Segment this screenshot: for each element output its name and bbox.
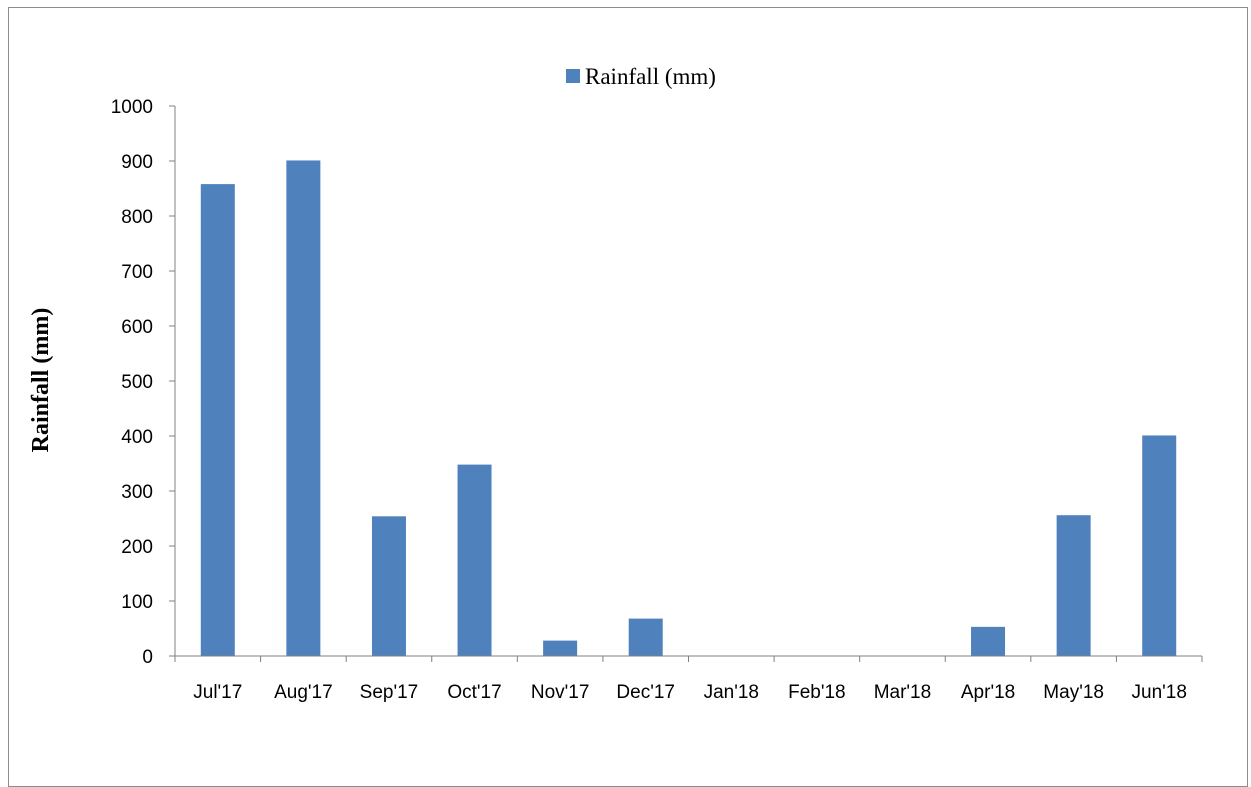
bar-aug-17 [286,160,321,656]
x-tick-label: Mar'18 [874,682,931,703]
y-tick-label: 600 [121,317,153,338]
legend-label: Rainfall (mm) [585,64,716,89]
bar-apr-18 [971,626,1006,656]
bar-oct-17 [457,464,492,656]
x-tick-label: Sep'17 [360,682,419,703]
legend: Rainfall (mm) [566,64,716,89]
y-tick-label: 900 [121,152,153,173]
bar-jun-18 [1142,435,1177,656]
y-tick-label: 400 [121,427,153,448]
bar-dec-17 [628,618,663,656]
bar-sep-17 [371,516,406,656]
y-tick-label: 800 [121,207,153,228]
x-tick-label: Oct'17 [447,682,501,703]
y-tick-label: 700 [121,262,153,283]
y-tick-label: 500 [121,372,153,393]
x-tick-label: Jun'18 [1132,682,1187,703]
y-tick-label: 100 [121,592,153,613]
x-tick-label: Jul'17 [193,682,242,703]
x-tick-label: May'18 [1043,682,1104,703]
x-tick-label: Apr'18 [961,682,1015,703]
x-tick-label: Aug'17 [274,682,333,703]
y-tick-label: 300 [121,482,153,503]
plot-area: 0 100 200 300 400 500 600 700 800 900 1000 Jul'17 Au… [111,97,1203,703]
bar-jul-17 [200,184,235,656]
x-tick-label: Feb'18 [788,682,846,703]
rainfall-bar-chart: Rainfall (mm) Rainfall (mm) 0 100 200 300 40… [28,64,1203,703]
y-tick-label: 1000 [111,97,153,118]
y-axis-title: Rainfall (mm) [28,308,54,453]
legend-swatch [566,69,580,83]
y-tick-label: 200 [121,537,153,558]
x-tick-label: Nov'17 [531,682,590,703]
bar-nov-17 [543,640,578,656]
bar-may-18 [1056,515,1091,656]
x-tick-label: Jan'18 [704,682,759,703]
x-tick-label: Dec'17 [616,682,675,703]
y-tick-label: 0 [142,647,153,668]
